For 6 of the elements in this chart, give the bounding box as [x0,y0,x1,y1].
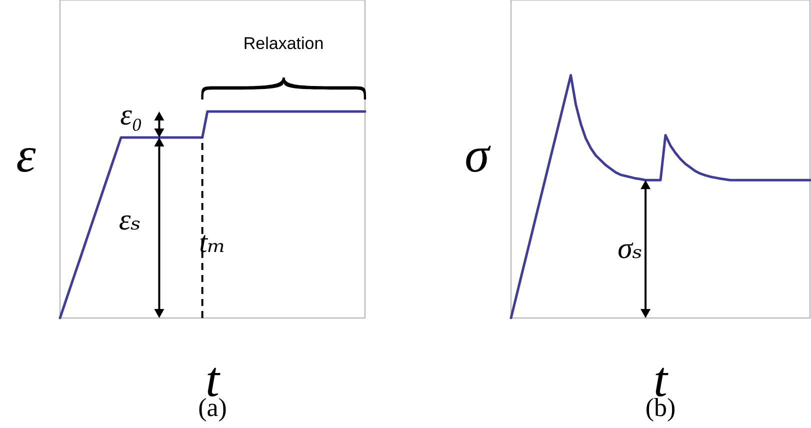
y-axis-title: ε [16,126,36,182]
y-axis-title: σ [464,126,492,182]
annotation: σₛ [618,232,643,266]
annotation: εₛ [118,203,141,236]
annotation: ε₀ [120,98,142,132]
text: Relaxation [243,34,324,54]
